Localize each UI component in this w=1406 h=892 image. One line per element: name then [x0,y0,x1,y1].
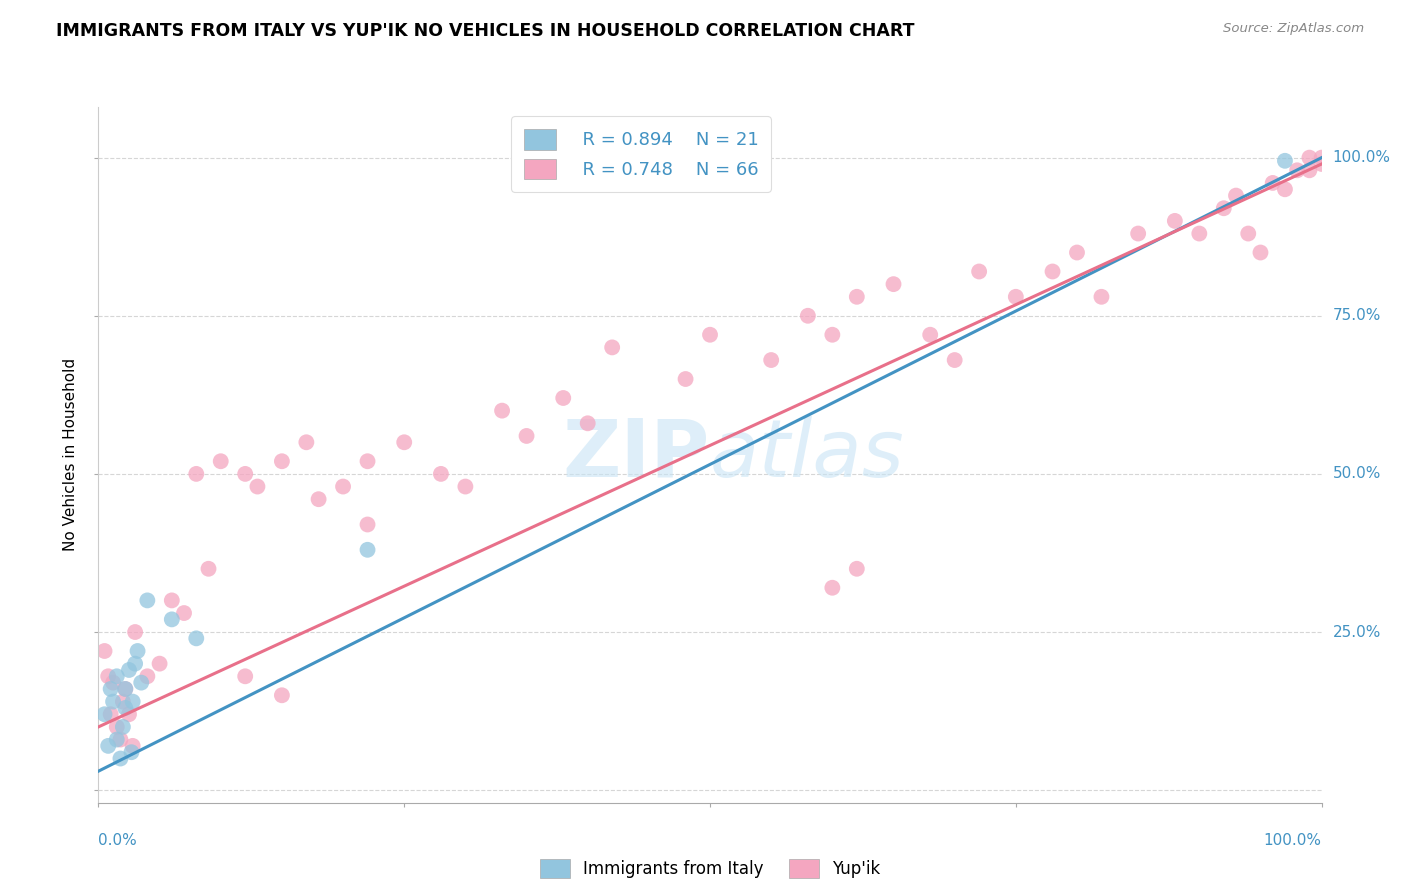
Text: Source: ZipAtlas.com: Source: ZipAtlas.com [1223,22,1364,36]
Point [1188,227,1211,241]
Point [186,632,208,646]
Point [93,707,115,722]
Point [100,681,122,696]
Point [845,562,868,576]
Point [173,606,195,620]
Point [1042,264,1064,278]
Point [821,581,844,595]
Point [246,479,269,493]
Text: IMMIGRANTS FROM ITALY VS YUP'IK NO VEHICLES IN HOUSEHOLD CORRELATION CHART: IMMIGRANTS FROM ITALY VS YUP'IK NO VEHIC… [56,22,915,40]
Point [110,732,132,747]
Point [233,467,256,481]
Point [1249,245,1271,260]
Point [160,612,183,626]
Point [149,657,172,671]
Point [883,277,905,292]
Point [1310,151,1333,165]
Point [129,675,152,690]
Text: 50.0%: 50.0% [1333,467,1381,482]
Point [1090,290,1112,304]
Point [105,720,128,734]
Point [93,644,115,658]
Text: 0.0%: 0.0% [98,833,138,848]
Point [127,644,149,658]
Point [332,479,354,493]
Point [270,454,294,468]
Text: 75.0%: 75.0% [1333,309,1381,323]
Point [124,657,146,671]
Point [97,739,120,753]
Point [308,492,330,507]
Point [209,454,232,468]
Point [114,681,136,696]
Point [430,467,453,481]
Text: 100.0%: 100.0% [1333,150,1391,165]
Text: 100.0%: 100.0% [1264,833,1322,848]
Point [761,353,783,368]
Point [105,732,128,747]
Point [821,327,844,342]
Point [699,327,721,342]
Point [576,417,599,431]
Point [118,663,141,677]
Point [356,454,378,468]
Point [1066,245,1088,260]
Point [515,429,537,443]
Point [114,701,136,715]
Point [197,562,219,576]
Point [392,435,416,450]
Point [1298,151,1320,165]
Point [111,720,134,734]
Point [1164,214,1187,228]
Point [1298,163,1320,178]
Y-axis label: No Vehicles in Household: No Vehicles in Household [63,359,79,551]
Point [1261,176,1284,190]
Point [454,479,477,493]
Point [1212,201,1234,215]
Point [105,669,128,683]
Point [491,403,513,417]
Point [118,707,141,722]
Legend: Immigrants from Italy, Yup'ik: Immigrants from Italy, Yup'ik [533,853,887,885]
Point [600,340,623,354]
Point [356,542,378,557]
Point [1128,227,1150,241]
Point [356,517,378,532]
Point [120,745,142,759]
Point [101,695,124,709]
Point [1286,163,1309,178]
Point [1225,188,1247,202]
Point [1274,153,1296,168]
Text: ZIP: ZIP [562,416,710,494]
Point [97,669,120,683]
Text: 25.0%: 25.0% [1333,624,1381,640]
Point [121,695,143,709]
Point [233,669,256,683]
Point [797,309,820,323]
Point [920,327,942,342]
Point [675,372,697,386]
Point [100,707,122,722]
Point [553,391,575,405]
Point [967,264,990,278]
Point [114,681,136,696]
Point [943,353,966,368]
Point [110,751,132,765]
Point [1004,290,1026,304]
Point [136,669,159,683]
Point [270,688,294,702]
Point [295,435,318,450]
Point [101,675,124,690]
Point [136,593,159,607]
Point [1310,157,1333,171]
Point [1274,182,1296,196]
Point [124,625,146,640]
Point [121,739,143,753]
Text: atlas: atlas [710,416,905,494]
Point [1237,227,1260,241]
Point [186,467,208,481]
Point [111,695,134,709]
Point [160,593,183,607]
Point [845,290,868,304]
